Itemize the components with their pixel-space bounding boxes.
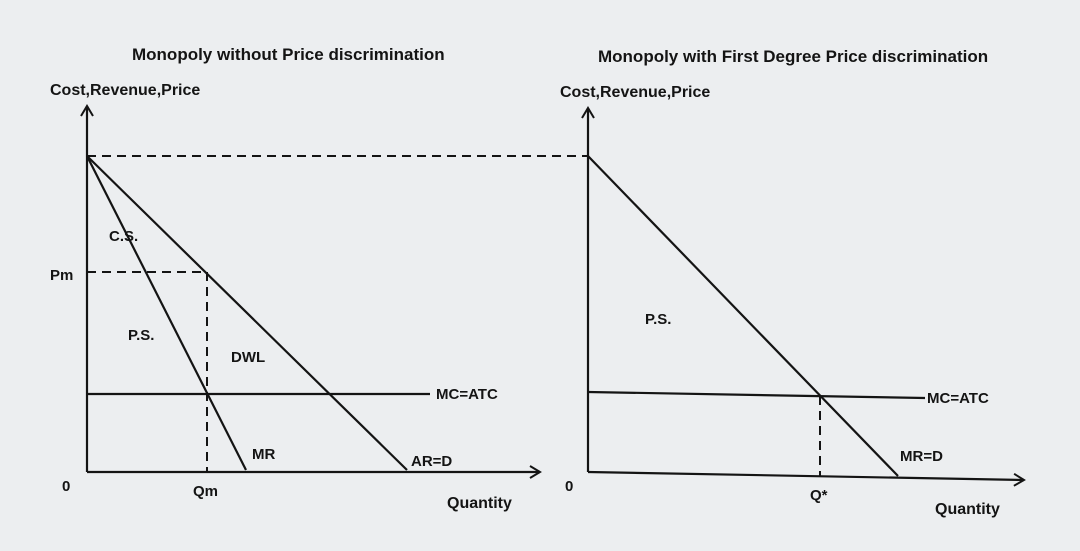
right-panel: Monopoly with First Degree Price discrim… bbox=[560, 47, 1026, 518]
right-x-axis bbox=[587, 470, 1026, 487]
right-producer-surplus-label: P.S. bbox=[645, 311, 671, 328]
left-origin-label: 0 bbox=[62, 478, 70, 495]
left-panel: Monopoly without Price discrimination Co… bbox=[50, 45, 588, 512]
right-x-axis-label: Quantity bbox=[935, 501, 1000, 518]
left-producer-surplus-label: P.S. bbox=[128, 327, 154, 344]
left-y-axis-label: Cost,Revenue,Price bbox=[50, 82, 200, 99]
consumer-surplus-label: C.S. bbox=[109, 228, 138, 245]
quantity-label-q-star: Q* bbox=[810, 487, 828, 504]
demand-curve-mr-d bbox=[587, 155, 899, 477]
right-origin-label: 0 bbox=[565, 478, 573, 495]
right-cost-curve bbox=[587, 390, 926, 400]
left-x-axis-label: Quantity bbox=[447, 495, 512, 512]
right-panel-title: Monopoly with First Degree Price discrim… bbox=[598, 47, 988, 66]
quantity-label-qm: Qm bbox=[193, 483, 218, 500]
price-label-pm: Pm bbox=[50, 267, 73, 284]
demand-label-mr-d: MR=D bbox=[900, 448, 943, 465]
right-cost-curve-label: MC=ATC bbox=[927, 390, 989, 407]
left-panel-title: Monopoly without Price discrimination bbox=[132, 45, 445, 64]
marginal-revenue-curve bbox=[86, 155, 247, 471]
marginal-revenue-label: MR bbox=[252, 446, 275, 463]
deadweight-loss-label: DWL bbox=[231, 349, 265, 366]
left-cost-curve-label: MC=ATC bbox=[436, 386, 498, 403]
right-y-axis-label: Cost,Revenue,Price bbox=[560, 84, 710, 101]
demand-curve-ar bbox=[86, 155, 408, 471]
demand-label-ar: AR=D bbox=[411, 453, 452, 470]
